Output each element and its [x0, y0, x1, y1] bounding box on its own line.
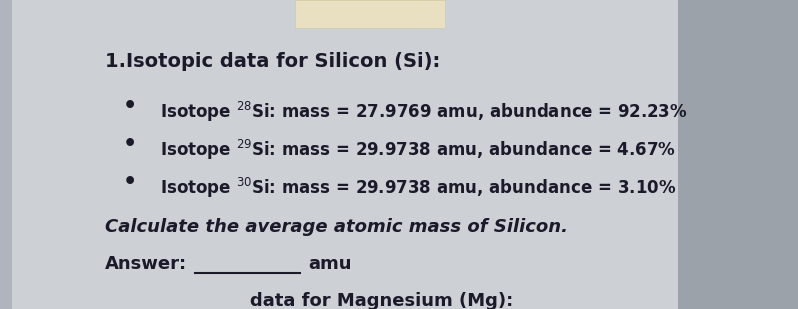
- Text: •: •: [123, 172, 137, 192]
- FancyBboxPatch shape: [0, 0, 678, 309]
- Text: •: •: [123, 134, 137, 154]
- Text: Isotope $^{29}$Si: mass = 29.9738 amu, abundance = 4.67%: Isotope $^{29}$Si: mass = 29.9738 amu, a…: [160, 138, 676, 162]
- FancyBboxPatch shape: [295, 0, 445, 28]
- Text: amu: amu: [308, 255, 351, 273]
- FancyBboxPatch shape: [0, 0, 12, 309]
- Text: Calculate the average atomic mass of Silicon.: Calculate the average atomic mass of Sil…: [105, 218, 568, 236]
- Text: data for Magnesium (Mg):: data for Magnesium (Mg):: [250, 292, 513, 309]
- Text: 1.Isotopic data for Silicon (Si):: 1.Isotopic data for Silicon (Si):: [105, 52, 440, 71]
- FancyBboxPatch shape: [678, 0, 798, 309]
- Text: Isotope $^{30}$Si: mass = 29.9738 amu, abundance = 3.10%: Isotope $^{30}$Si: mass = 29.9738 amu, a…: [160, 176, 676, 200]
- Text: Isotope $^{28}$Si: mass = 27.9769 amu, abundance = 92.23%: Isotope $^{28}$Si: mass = 27.9769 amu, a…: [160, 100, 687, 124]
- Text: Answer:: Answer:: [105, 255, 187, 273]
- Text: •: •: [123, 96, 137, 116]
